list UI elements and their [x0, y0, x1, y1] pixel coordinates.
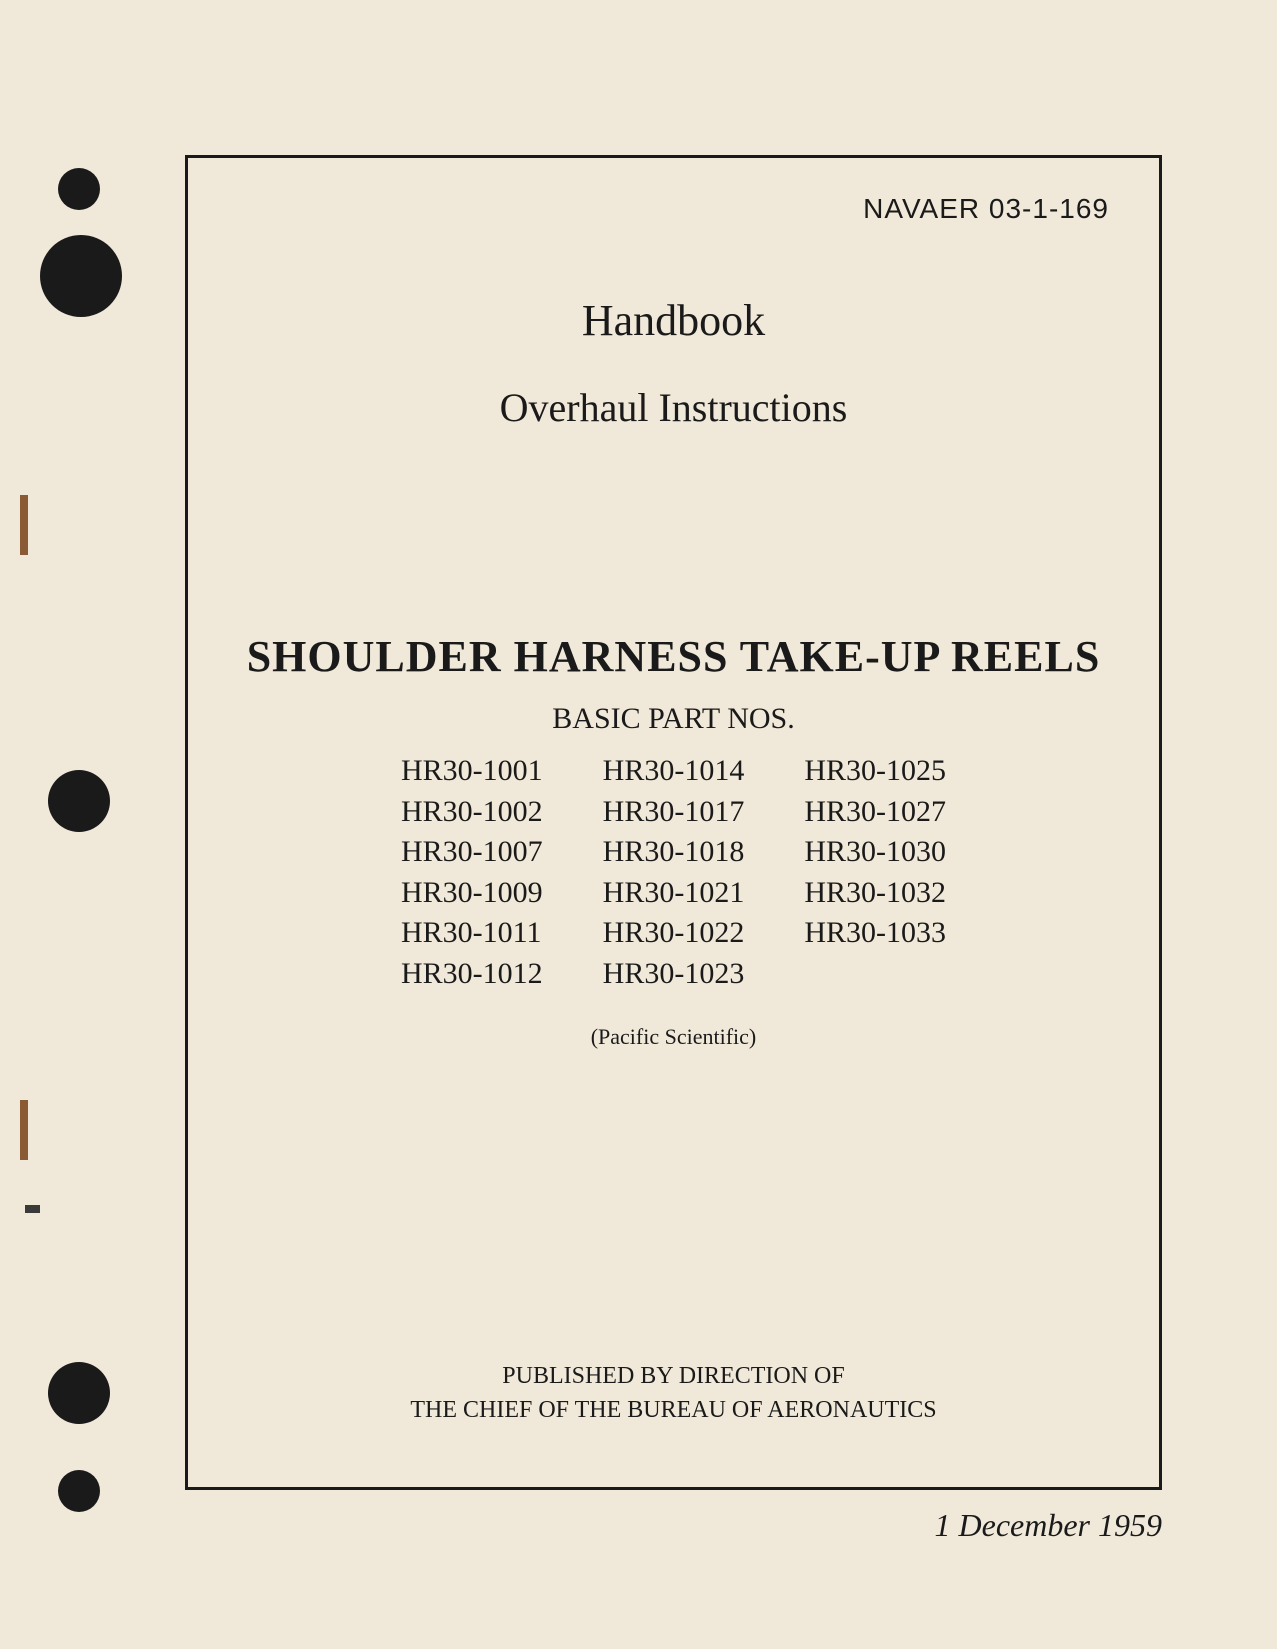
- parts-column-3: HR30-1025 HR30-1027 HR30-1030 HR30-1032 …: [804, 751, 946, 994]
- document-page: NAVAER 03-1-169 Handbook Overhaul Instru…: [0, 0, 1277, 1649]
- punch-hole: [58, 168, 100, 210]
- part-number: HR30-1017: [603, 792, 745, 833]
- part-numbers-label: BASIC PART NOS.: [238, 702, 1109, 736]
- parts-column-1: HR30-1001 HR30-1002 HR30-1007 HR30-1009 …: [401, 751, 543, 994]
- part-number: HR30-1022: [603, 913, 745, 954]
- punch-hole: [48, 1362, 110, 1424]
- page-mark: [25, 1205, 40, 1213]
- document-number: NAVAER 03-1-169: [238, 193, 1109, 225]
- part-number: HR30-1001: [401, 751, 543, 792]
- part-number: HR30-1021: [603, 873, 745, 914]
- parts-table: HR30-1001 HR30-1002 HR30-1007 HR30-1009 …: [238, 751, 1109, 994]
- part-number: HR30-1033: [804, 913, 946, 954]
- staple-mark: [20, 1100, 28, 1160]
- part-number: HR30-1009: [401, 873, 543, 914]
- document-date: 1 December 1959: [935, 1507, 1162, 1544]
- punch-hole: [58, 1470, 100, 1512]
- part-number: HR30-1011: [401, 913, 543, 954]
- part-number: HR30-1025: [804, 751, 946, 792]
- part-number: HR30-1007: [401, 832, 543, 873]
- part-number: HR30-1012: [401, 954, 543, 995]
- document-subtitle: Overhaul Instructions: [238, 384, 1109, 431]
- punch-hole: [48, 770, 110, 832]
- publisher-line-2: THE CHIEF OF THE BUREAU OF AERONAUTICS: [238, 1394, 1109, 1428]
- part-number: HR30-1030: [804, 832, 946, 873]
- part-number: HR30-1032: [804, 873, 946, 914]
- punch-hole: [40, 235, 122, 317]
- content-frame: NAVAER 03-1-169 Handbook Overhaul Instru…: [185, 155, 1162, 1490]
- part-number: HR30-1027: [804, 792, 946, 833]
- publisher-line-1: PUBLISHED BY DIRECTION OF: [238, 1360, 1109, 1394]
- staple-mark: [20, 495, 28, 555]
- handbook-title: Handbook: [238, 295, 1109, 346]
- part-number: HR30-1002: [401, 792, 543, 833]
- main-title: SHOULDER HARNESS TAKE-UP REELS: [238, 631, 1109, 682]
- manufacturer-name: (Pacific Scientific): [238, 1024, 1109, 1050]
- part-number: HR30-1014: [603, 751, 745, 792]
- publisher-info: PUBLISHED BY DIRECTION OF THE CHIEF OF T…: [238, 1360, 1109, 1427]
- part-number: HR30-1018: [603, 832, 745, 873]
- part-number: HR30-1023: [603, 954, 745, 995]
- parts-column-2: HR30-1014 HR30-1017 HR30-1018 HR30-1021 …: [603, 751, 745, 994]
